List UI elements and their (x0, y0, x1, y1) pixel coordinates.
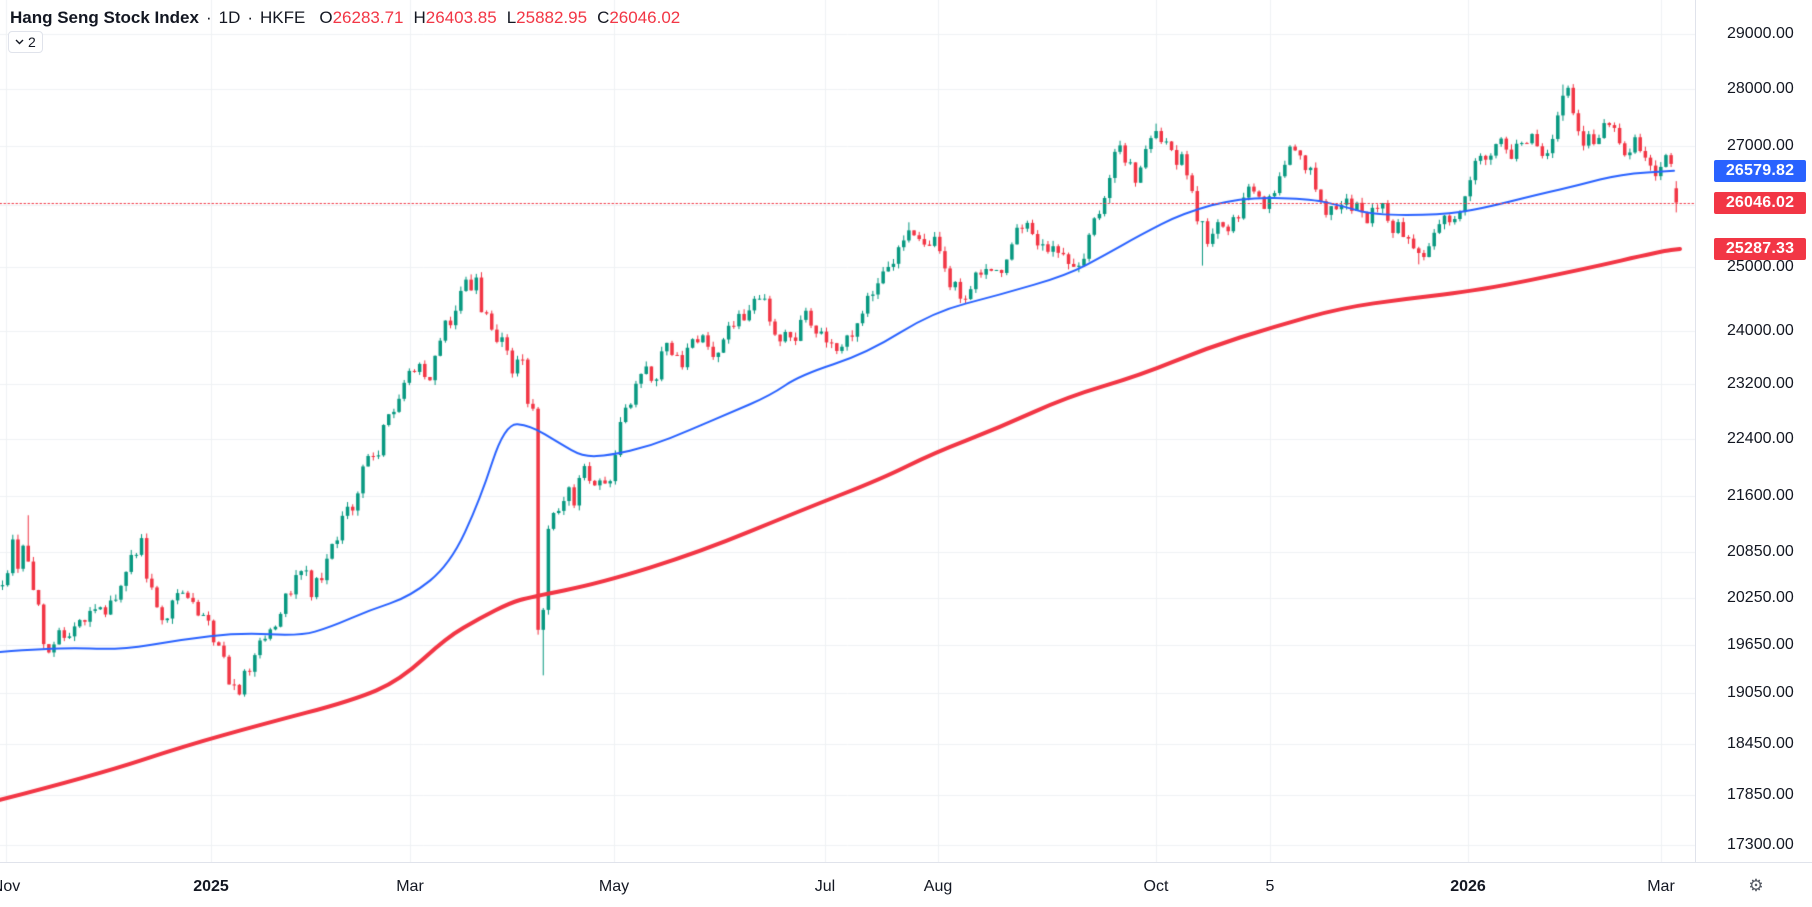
open-value: O26283.71 (319, 8, 404, 27)
indicator-count: 2 (28, 34, 36, 50)
price-axis-label: 29000.00 (1727, 24, 1794, 42)
legend-separator: · (205, 8, 212, 27)
price-axis-label: 23200.00 (1727, 375, 1794, 393)
price-axis-label: 17300.00 (1727, 835, 1794, 853)
time-axis-label: May (598, 878, 630, 895)
price-axis-label: 25000.00 (1727, 257, 1794, 275)
high-value: H26403.85 (413, 8, 497, 27)
price-axis-label: 28000.00 (1727, 80, 1794, 98)
interval-label[interactable]: 1D (218, 8, 241, 27)
symbol-title[interactable]: Hang Seng Stock Index (10, 8, 199, 27)
price-axis-label: 19650.00 (1727, 635, 1794, 653)
time-axis-label: 2026 (1450, 878, 1486, 895)
time-axis-label: Jul (814, 878, 836, 895)
last-price-badge: 26046.02 (1714, 191, 1806, 214)
ma-slow-value-badge: 25287.33 (1714, 237, 1806, 260)
price-axis-label: 20250.00 (1727, 588, 1794, 606)
price-axis-label: 20850.00 (1727, 542, 1794, 560)
indicators-collapsed-chip[interactable]: 2 (8, 31, 43, 53)
candlestick-chart[interactable] (0, 0, 1695, 862)
price-axis-label: 22400.00 (1727, 430, 1794, 448)
price-axis[interactable]: 29000.00 28000.00 27000.00 25000.00 24000.00… (1695, 0, 1812, 862)
price-axis-label: 24000.00 (1727, 321, 1794, 339)
time-axis-label: Oct (1143, 878, 1169, 895)
time-axis[interactable]: ⚙ Nov 2025 Mar May Jul Aug Oct 5 2026 Mar (0, 862, 1812, 907)
time-axis-label: 2025 (193, 878, 229, 895)
price-axis-label: 21600.00 (1727, 487, 1794, 505)
chevron-down-icon (15, 39, 24, 45)
chart-plot-area[interactable] (0, 0, 1695, 862)
time-axis-label: 5 (1265, 878, 1275, 895)
time-axis-label: Nov (0, 878, 21, 895)
symbol-legend: Hang Seng Stock Index · 1D · HKFE O26283… (10, 8, 680, 28)
price-axis-label: 18450.00 (1727, 734, 1794, 752)
price-axis-label: 19050.00 (1727, 684, 1794, 702)
axis-settings-gear-icon[interactable]: ⚙ (1748, 876, 1764, 895)
close-value: C26046.02 (597, 8, 681, 27)
low-value: L25882.95 (506, 8, 588, 27)
ohlc-readout: O26283.71 H26403.85 L25882.95 C26046.02 (319, 8, 680, 28)
price-axis-label: 27000.00 (1727, 137, 1794, 155)
time-axis-label: Mar (396, 878, 424, 895)
time-axis-label: Aug (923, 878, 953, 895)
ma-fast-value-badge: 26579.82 (1714, 159, 1806, 182)
time-axis-label: Mar (1647, 878, 1675, 895)
legend-separator: · (247, 8, 254, 27)
price-axis-label: 17850.00 (1727, 786, 1794, 804)
exchange-label: HKFE (260, 8, 306, 27)
